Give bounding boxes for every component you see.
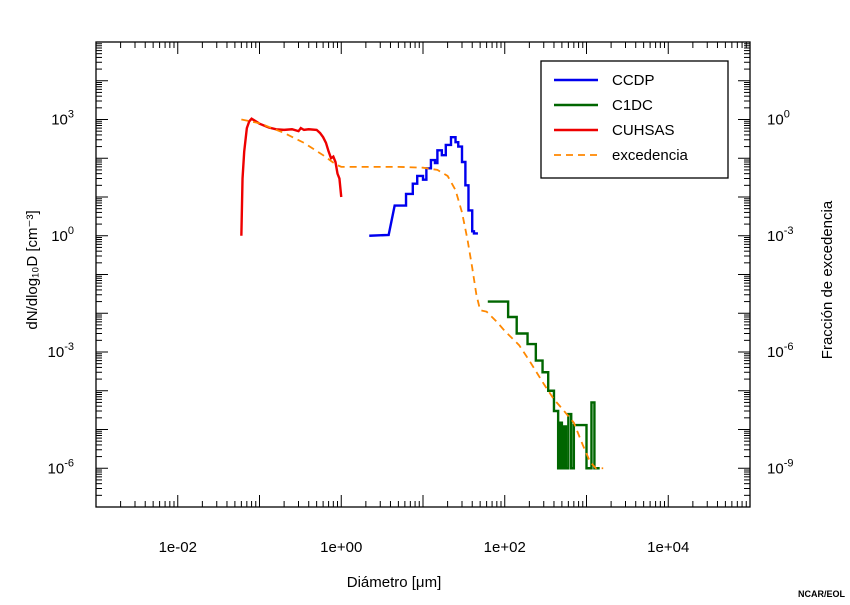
series-cuhsas-line bbox=[240, 117, 343, 236]
y2-tick-label: 10-9 bbox=[767, 457, 793, 477]
x-tick-label: 1e+04 bbox=[647, 539, 689, 556]
credit-label: NCAR/EOL bbox=[798, 589, 846, 599]
y-tick-label: 10-3 bbox=[48, 341, 74, 361]
x-tick-label: 1e+02 bbox=[484, 539, 526, 556]
legend: CCDP C1DC CUHSAS excedencia bbox=[540, 60, 729, 179]
y2-tick-label: 10-3 bbox=[767, 225, 793, 245]
y-tick-label: 10-6 bbox=[48, 457, 74, 477]
legend-label-c1dc: C1DC bbox=[612, 97, 653, 114]
major-ticks bbox=[95, 42, 750, 508]
series-ccdp-line bbox=[369, 135, 478, 237]
y-tick-label: 103 bbox=[51, 109, 74, 129]
legend-label-ccdp: CCDP bbox=[612, 72, 655, 89]
y-tick-label: 100 bbox=[51, 225, 74, 245]
plot-frame bbox=[95, 41, 751, 508]
series-c1dc-line bbox=[487, 300, 600, 470]
x-axis-title: Diámetro [μm] bbox=[347, 574, 442, 591]
y2-tick-label: 100 bbox=[767, 109, 790, 129]
x-tick-label: 1e-02 bbox=[159, 539, 197, 556]
y-axis-title: dN/dlog₁₀D [cm⁻³] bbox=[24, 210, 41, 329]
legend-label-cuhsas: CUHSAS bbox=[612, 122, 675, 139]
x-tick-label: 1e+00 bbox=[320, 539, 362, 556]
minor-ticks bbox=[96, 42, 750, 507]
y2-axis-title: Fracción de excedencia bbox=[819, 200, 836, 359]
series-layer bbox=[240, 117, 604, 470]
legend-label-excedencia: excedencia bbox=[612, 147, 689, 164]
tick-labels: 1e-02 1e+00 1e+02 1e+04 103 100 10-3 10-6 100 10-… bbox=[48, 109, 794, 557]
series-excedencia-line bbox=[241, 118, 604, 470]
y2-tick-label: 10-6 bbox=[767, 341, 793, 361]
